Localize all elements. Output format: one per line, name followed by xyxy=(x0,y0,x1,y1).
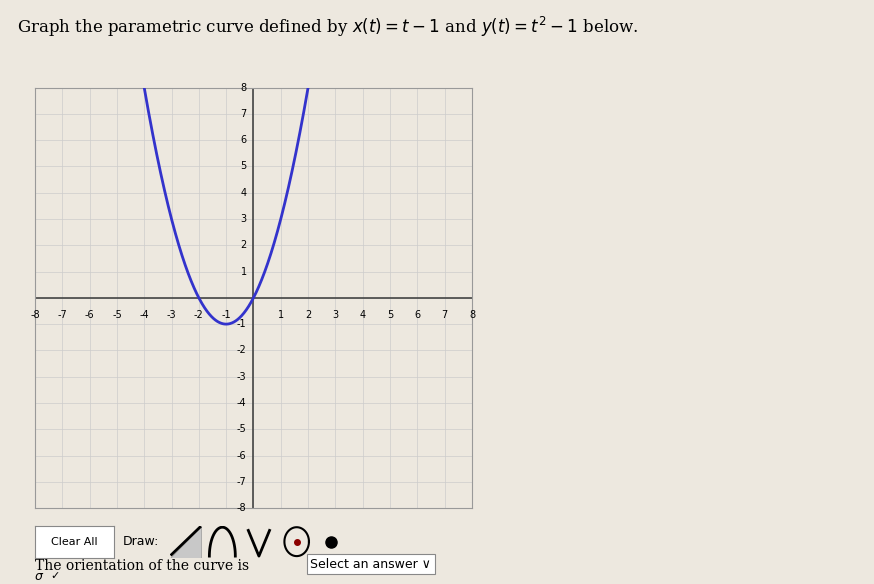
Text: -7: -7 xyxy=(237,477,246,487)
Text: -1: -1 xyxy=(221,310,231,319)
Text: 4: 4 xyxy=(240,187,246,198)
Text: 4: 4 xyxy=(359,310,366,319)
Text: 2: 2 xyxy=(305,310,311,319)
Text: σ: σ xyxy=(35,570,43,583)
Text: The orientation of the curve is: The orientation of the curve is xyxy=(35,559,249,573)
Text: -3: -3 xyxy=(237,371,246,382)
Text: 3: 3 xyxy=(332,310,338,319)
Text: Graph the parametric curve defined by $x(t) = t - 1$ and $y(t) = t^2 - 1$ below.: Graph the parametric curve defined by $x… xyxy=(17,15,639,39)
Text: 5: 5 xyxy=(387,310,393,319)
Text: -8: -8 xyxy=(237,503,246,513)
Text: -7: -7 xyxy=(58,310,67,319)
Text: 7: 7 xyxy=(441,310,447,319)
Text: -2: -2 xyxy=(194,310,204,319)
Polygon shape xyxy=(170,526,201,558)
Text: 2: 2 xyxy=(240,240,246,251)
Text: 8: 8 xyxy=(240,82,246,93)
Text: Clear All: Clear All xyxy=(51,537,98,547)
Text: ✓: ✓ xyxy=(51,571,60,582)
Text: -5: -5 xyxy=(112,310,121,319)
Text: -8: -8 xyxy=(30,310,40,319)
Text: 1: 1 xyxy=(278,310,284,319)
Text: -2: -2 xyxy=(237,345,246,356)
Text: -3: -3 xyxy=(167,310,177,319)
Text: 6: 6 xyxy=(240,135,246,145)
Text: 3: 3 xyxy=(240,214,246,224)
Text: Draw:: Draw: xyxy=(122,535,159,548)
Text: -6: -6 xyxy=(85,310,94,319)
Text: Select an answer ∨: Select an answer ∨ xyxy=(310,558,431,571)
Text: -5: -5 xyxy=(237,424,246,434)
Text: -1: -1 xyxy=(237,319,246,329)
Text: 5: 5 xyxy=(240,161,246,172)
Text: 6: 6 xyxy=(414,310,420,319)
Text: 8: 8 xyxy=(468,310,475,319)
Text: -6: -6 xyxy=(237,450,246,461)
Text: -4: -4 xyxy=(237,398,246,408)
Text: 1: 1 xyxy=(240,266,246,277)
Text: -4: -4 xyxy=(139,310,149,319)
Text: 7: 7 xyxy=(240,109,246,119)
